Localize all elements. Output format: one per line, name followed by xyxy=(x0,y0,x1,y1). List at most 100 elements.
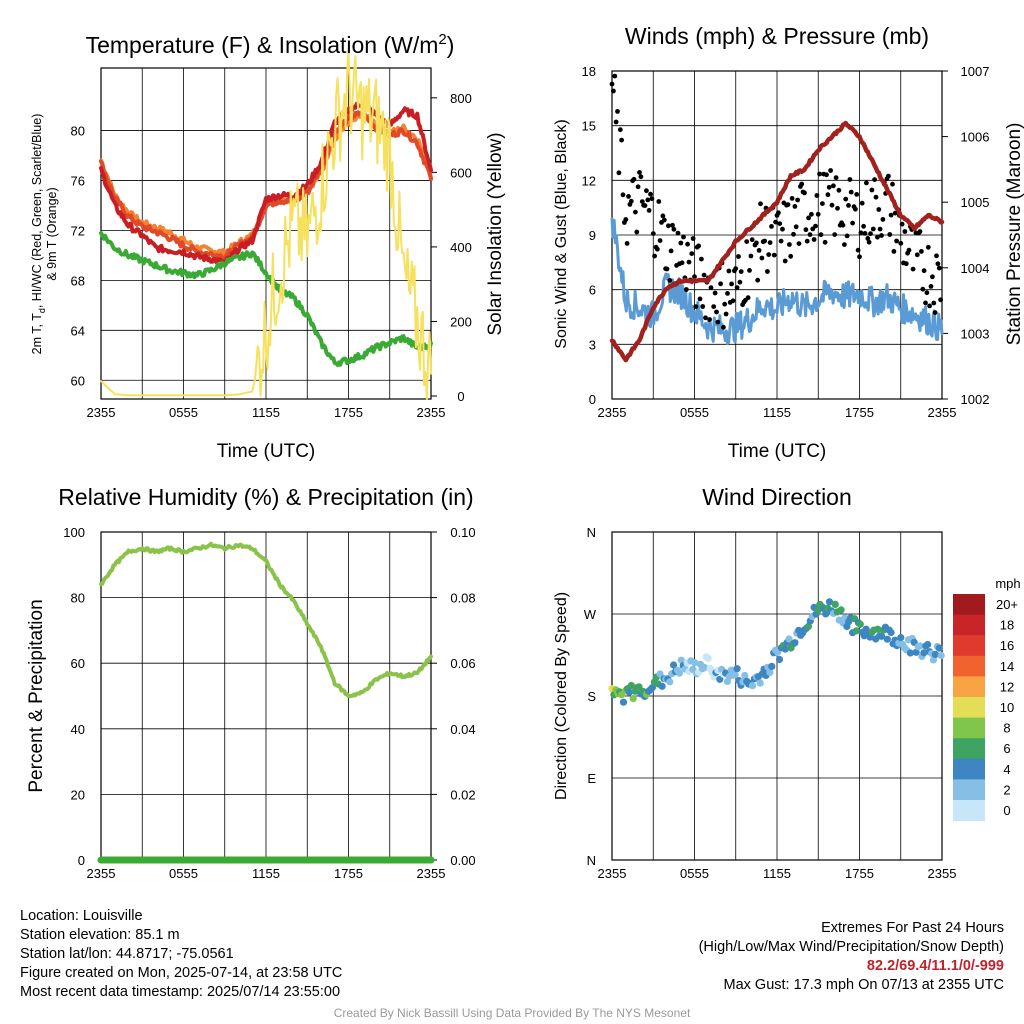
colorbar-label: 14 xyxy=(1000,659,1014,674)
direction-point xyxy=(924,640,932,649)
direction-point xyxy=(852,627,861,635)
gust-point xyxy=(833,175,839,181)
station-info: Location: Louisville Station elevation: … xyxy=(20,907,342,1002)
gust-point xyxy=(803,227,809,233)
wind-speed-line xyxy=(610,217,944,345)
gust-point xyxy=(619,137,624,143)
direction-point xyxy=(766,668,774,677)
direction-point xyxy=(691,659,699,667)
gust-point xyxy=(773,219,778,225)
gust-point xyxy=(782,258,788,264)
y2-tick-label: 400 xyxy=(450,240,472,255)
gust-point xyxy=(829,202,835,208)
gust-point xyxy=(792,204,798,209)
gust-point xyxy=(756,248,762,253)
gust-point xyxy=(859,200,865,206)
gust-point xyxy=(930,274,935,280)
gust-point xyxy=(813,223,818,229)
gust-point xyxy=(620,192,626,198)
direction-point xyxy=(877,632,886,640)
gust-point xyxy=(861,223,866,229)
gust-point xyxy=(737,279,743,285)
direction-point xyxy=(785,635,793,643)
gust-point xyxy=(652,253,657,259)
direction-point xyxy=(627,681,635,690)
gust-point xyxy=(657,238,663,244)
colorbar-label: 6 xyxy=(1003,741,1010,756)
direction-point xyxy=(775,655,784,664)
gust-point xyxy=(811,237,817,242)
x-tick-label: 2355 xyxy=(598,866,627,881)
x-tick-label: 0555 xyxy=(680,866,709,881)
gust-point xyxy=(890,181,895,187)
direction-point xyxy=(658,682,666,690)
gust-point xyxy=(886,173,891,179)
direction-point xyxy=(704,654,712,663)
direction-point xyxy=(768,662,776,671)
y2-tick-label: 1005 xyxy=(961,195,990,210)
y-tick-label: S xyxy=(587,689,596,704)
gust-point xyxy=(755,277,761,283)
direction-point xyxy=(675,669,684,677)
gust-point xyxy=(799,181,805,187)
x-tick-label: 1155 xyxy=(252,866,280,881)
gust-point xyxy=(869,187,875,193)
y-tick-label: N xyxy=(587,525,596,540)
y2-tick-label: 0.08 xyxy=(450,591,475,606)
y-tick-label: 80 xyxy=(71,123,85,138)
direction-point xyxy=(916,642,924,650)
gust-point xyxy=(924,290,930,296)
gust-point xyxy=(807,232,813,238)
gust-point xyxy=(846,203,851,208)
gust-point xyxy=(777,221,783,227)
gust-point xyxy=(664,266,670,272)
direction-point xyxy=(931,650,940,659)
gust-point xyxy=(707,317,712,322)
extremes-values: 82.2/69.4/11.1/0/-999 xyxy=(866,958,1004,974)
gust-point xyxy=(696,243,701,249)
created-text: Figure created on Mon, 2025-07-14, at 23… xyxy=(20,965,343,981)
gust-point xyxy=(675,230,681,236)
x-tick-label: 0555 xyxy=(169,405,198,420)
gust-point xyxy=(648,191,653,197)
gust-point xyxy=(921,268,927,274)
gust-point xyxy=(796,241,802,247)
gust-point xyxy=(678,240,684,246)
y2-tick-label: 600 xyxy=(450,165,472,180)
direction-point xyxy=(883,635,891,643)
y2-tick-label: 0.04 xyxy=(450,722,475,737)
gust-point xyxy=(858,230,864,236)
x-tick-label: 2355 xyxy=(417,405,446,420)
gust-point xyxy=(689,251,695,256)
gust-point xyxy=(822,239,828,245)
gust-point xyxy=(771,252,777,258)
gust-point xyxy=(938,297,943,303)
gust-point xyxy=(828,168,833,173)
x-axis-label: Time (UTC) xyxy=(217,441,316,462)
gust-point xyxy=(795,197,800,203)
gust-point xyxy=(637,170,642,175)
gust-point xyxy=(765,269,770,274)
gust-point xyxy=(736,254,741,259)
y-tick-label: 20 xyxy=(71,787,85,802)
gust-point xyxy=(785,202,791,208)
gust-point xyxy=(936,265,942,271)
direction-point xyxy=(731,671,739,679)
gust-point xyxy=(802,190,807,196)
y2-tick-label: 0 xyxy=(457,389,464,404)
gust-point xyxy=(844,233,850,239)
colorbar-swatch xyxy=(953,635,985,657)
gust-point xyxy=(668,248,674,254)
elevation-text: Station elevation: 85.1 m xyxy=(20,927,180,943)
gust-point xyxy=(723,311,729,317)
x-tick-label: 2355 xyxy=(417,866,446,881)
chart-title: Winds (mph) & Pressure (mb) xyxy=(625,23,929,49)
gust-point xyxy=(722,301,728,307)
gust-point xyxy=(791,231,796,237)
gust-point xyxy=(661,217,667,223)
gust-point xyxy=(734,285,740,290)
direction-point xyxy=(670,661,678,669)
gust-point xyxy=(738,269,744,274)
